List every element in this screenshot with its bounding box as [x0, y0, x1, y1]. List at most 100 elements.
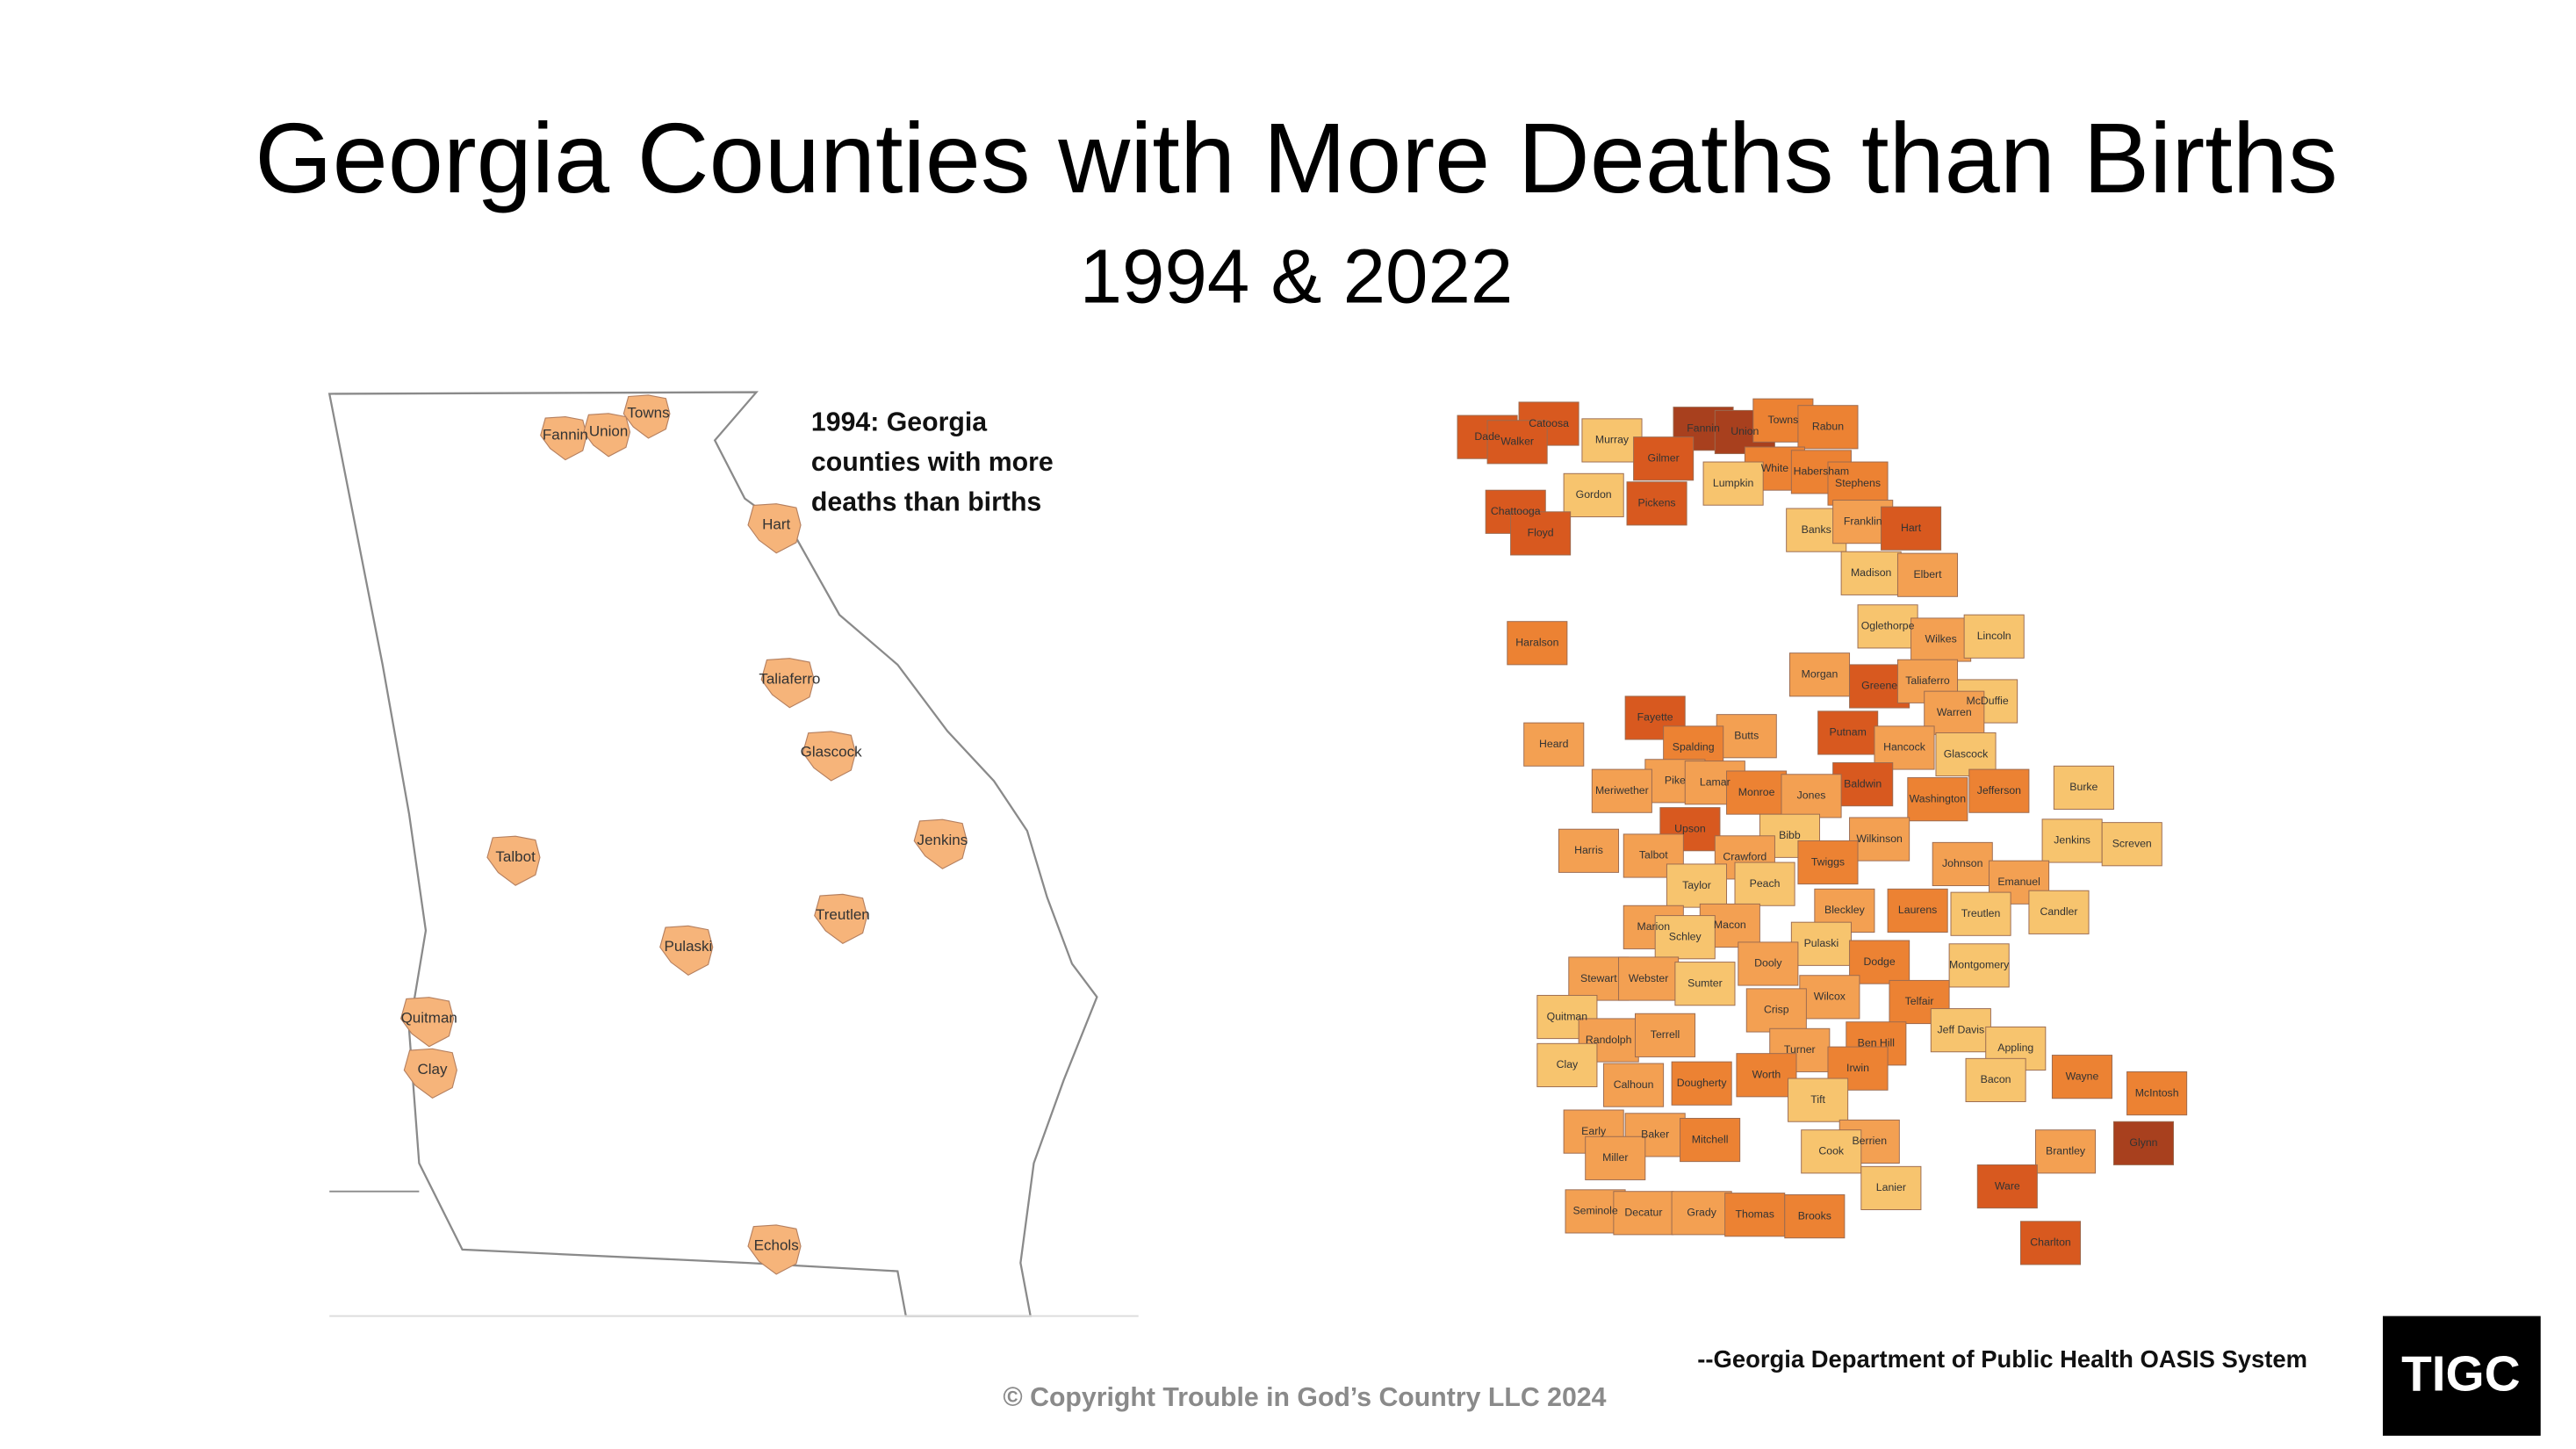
county [622, 394, 671, 439]
county [1726, 770, 1788, 815]
county-label: Clay [1557, 1058, 1579, 1071]
county [540, 415, 587, 461]
county-label: Wayne [2066, 1070, 2099, 1082]
county-label: Glascock [1944, 747, 1989, 760]
county-label: Laurens [1898, 904, 1937, 916]
county-label: Pulaski [1804, 937, 1839, 949]
county [1788, 652, 1851, 697]
county [2101, 822, 2162, 867]
county [1613, 1191, 1674, 1236]
county [747, 1224, 802, 1275]
county [1633, 436, 1695, 481]
county [486, 835, 541, 886]
county-label: Miller [1602, 1151, 1628, 1164]
county-label: Monroe [1738, 786, 1775, 798]
county [1968, 768, 2030, 813]
county [1930, 1008, 1991, 1053]
county-label: Taylor [1682, 879, 1711, 891]
county-label: Early [1581, 1125, 1607, 1137]
county-label: Stephens [1835, 477, 1881, 489]
county-label: Washington [1910, 792, 1967, 804]
county [913, 818, 968, 869]
county [1797, 840, 1859, 885]
county-label: Murray [1595, 434, 1630, 446]
county [1634, 1013, 1696, 1057]
county-label: Bibb [1779, 829, 1801, 841]
county [1896, 552, 1959, 597]
county-label: Dodge [1864, 955, 1896, 968]
county [1680, 1117, 1741, 1163]
county [1781, 774, 1842, 818]
county [2051, 1055, 2113, 1099]
county [760, 658, 815, 709]
county-label: Talbot [495, 848, 536, 865]
county-label: Grady [1687, 1207, 1716, 1219]
county [2041, 818, 2103, 863]
county-label: Towns [1767, 414, 1798, 426]
county [1558, 828, 1620, 873]
county-label: Berrien [1852, 1135, 1887, 1147]
county-label: Ware [1995, 1179, 2020, 1192]
county-label: Hancock [1883, 741, 1926, 753]
county-label: Baldwin [1844, 777, 1882, 789]
county [1976, 1164, 2038, 1209]
caption: 1994: Georgia [811, 408, 988, 437]
county [1486, 420, 1548, 465]
county-label: McDuffie [1966, 695, 2008, 707]
county-label: Turner [1784, 1043, 1816, 1056]
county-label: Wilkinson [1856, 833, 1903, 845]
county-label: Screven [2112, 837, 2152, 849]
county-label: Butts [1734, 729, 1759, 741]
county-label: Stewart [1580, 972, 1617, 984]
county [1563, 472, 1624, 517]
county-label: Fannin [543, 426, 588, 443]
county [2035, 1129, 2097, 1174]
county-label: Gordon [1576, 488, 1612, 501]
county-label: Upson [1674, 822, 1706, 834]
county-label: Glascock [801, 744, 862, 761]
county-label: Webster [1629, 972, 1669, 984]
county-label: White [1761, 462, 1789, 474]
map-2022: Catoosa Dade Walker Murray Fannin Union Towns R… [1457, 398, 2188, 1265]
county-label: Jeff Davis [1937, 1023, 1984, 1035]
county [1797, 405, 1859, 450]
county-label: Putnam [1830, 726, 1867, 739]
county-label: Worth [1752, 1069, 1781, 1081]
county-label: Randolph [1586, 1034, 1632, 1046]
county [1887, 888, 1948, 933]
county [1907, 777, 1968, 822]
county-label: Marion [1637, 920, 1671, 933]
county-label: Montgomery [1949, 959, 2010, 971]
county-label: Lanier [1876, 1181, 1906, 1193]
county-label: Crawford [1723, 851, 1767, 863]
county [1948, 943, 2010, 988]
county [1523, 722, 1585, 767]
county-label: Greene [1861, 680, 1897, 692]
county [2053, 765, 2114, 810]
county [1963, 614, 2025, 659]
county-label: Floyd [1528, 527, 1554, 539]
county-label: Jenkins [2054, 834, 2090, 847]
county-label: Franklin [1844, 515, 1882, 527]
county [1585, 1135, 1646, 1180]
county-label: Sumter [1687, 977, 1723, 989]
county-label: Glynn [2129, 1136, 2157, 1149]
county [1626, 481, 1687, 526]
county-label: Dougherty [1677, 1077, 1728, 1089]
county-label: Brantley [2046, 1145, 2086, 1157]
county-label: Crisp [1764, 1004, 1789, 1016]
county-label: Ben Hill [1858, 1037, 1895, 1049]
county-label: Morgan [1802, 667, 1838, 680]
county-label: Lumpkin [1713, 477, 1754, 489]
county-label: Schley [1669, 930, 1702, 942]
county [2028, 890, 2090, 934]
county [1849, 817, 1910, 861]
county [1745, 988, 1807, 1033]
county-label: Jefferson [1977, 784, 2021, 797]
county-label: Baker [1641, 1128, 1669, 1141]
county-label: Brooks [1798, 1209, 1831, 1222]
county-label: Burke [2069, 781, 2097, 793]
